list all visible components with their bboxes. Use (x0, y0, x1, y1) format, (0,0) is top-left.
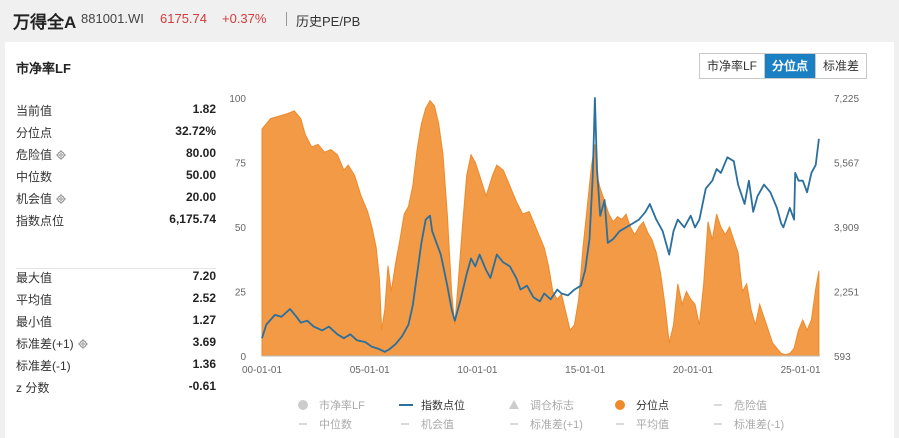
legend-item-label: 中位数 (319, 417, 352, 431)
stat-row: 机会值 20.00 (16, 186, 216, 208)
index-line (261, 97, 820, 353)
stat-value: 1.27 (192, 313, 216, 327)
legend-item-label: 标准差(+1) (530, 417, 583, 431)
legend-item-label: 标准差(-1) (734, 417, 784, 431)
y-left-tick-label: 75 (235, 159, 247, 170)
stat-value: 1.82 (192, 102, 216, 116)
stat-row: z 分数 -0.61 (16, 375, 216, 397)
y-right-tick-label: 593 (834, 352, 851, 363)
legend-item-label: 市净率LF (319, 398, 365, 412)
legend-marker-icon[interactable] (615, 400, 625, 410)
legend-item-label: 指数点位 (421, 398, 465, 412)
settings-gear-icon[interactable] (77, 339, 88, 349)
stat-label: 中位数 (16, 170, 53, 184)
stat-value: 50.00 (185, 168, 216, 182)
settings-gear-icon[interactable] (56, 150, 66, 160)
tab-pb[interactable]: 市净率LF (700, 54, 766, 78)
stat-value: -0.61 (188, 379, 216, 393)
stats-bottom: 最大值 7.20 平均值 2.52 最小值 1.27 标准差(+1) 3.69 标准差(-1) 1… (16, 265, 216, 397)
stat-value: 80.00 (185, 146, 216, 160)
valuation-panel: 市净率LF 市净率LF 分位点 标准差 当前值 1.82 分位点 32.72% 危险值 8… (5, 42, 894, 438)
stat-row: 当前值 1.82 (16, 98, 216, 120)
metric-tabs: 市净率LF 分位点 标准差 (699, 53, 868, 79)
index-header: 万得全A 881001.WI 6175.74 +0.37% 历史PE/PB (0, 0, 899, 40)
stat-label: 危险值 (16, 146, 66, 163)
percentile-area (261, 99, 820, 357)
stat-row: 指数点位 6,175.74 (16, 208, 216, 230)
stat-row: 标准差(-1) 1.36 (16, 353, 216, 375)
stat-row: 中位数 50.00 (16, 164, 216, 186)
valuation-chart: 0 25 50 75 100 593 2,251 3,909 5,567 7,225 00-01-0… (229, 94, 859, 431)
y-left-tick-label: 25 (235, 288, 247, 299)
history-pe-pb-link[interactable]: 历史PE/PB (296, 14, 361, 29)
stat-label: 当前值 (16, 104, 53, 118)
index-price: 6175.74 (160, 11, 207, 26)
x-tick-label: 15-01-01 (565, 365, 605, 376)
stat-row: 最大值 7.20 (16, 265, 216, 287)
tab-percentile[interactable]: 分位点 (765, 54, 817, 78)
y-right-tick-label: 5,567 (834, 159, 859, 170)
x-tick-label: 20-01-01 (673, 365, 713, 376)
x-tick-label: 05-01-01 (350, 365, 390, 376)
stat-value: 20.00 (185, 190, 216, 204)
stat-value: 6,175.74 (169, 212, 216, 226)
header-separator (286, 12, 287, 26)
tab-stddev[interactable]: 标准差 (816, 54, 867, 78)
index-code: 881001.WI (81, 11, 144, 26)
y-left-tick-label: 100 (229, 94, 246, 105)
legend-marker-icon[interactable] (509, 400, 519, 409)
legend-marker-icon[interactable] (298, 400, 308, 410)
stat-label: 标准差(+1) (16, 335, 88, 352)
stat-value: 2.52 (192, 291, 216, 305)
stat-value: 7.20 (192, 269, 216, 283)
index-change: +0.37% (222, 11, 267, 26)
stat-row: 平均值 2.52 (16, 287, 216, 309)
stat-label: 最小值 (16, 315, 53, 329)
y-right-tick-label: 7,225 (834, 94, 859, 105)
legend-item-label: 机会值 (421, 417, 454, 431)
y-left-tick-label: 50 (235, 223, 247, 234)
index-name: 万得全A (13, 13, 77, 32)
stat-label: z 分数 (16, 381, 50, 395)
stat-value: 32.72% (175, 124, 216, 138)
legend-item-label: 分位点 (636, 398, 669, 412)
x-tick-label: 00-01-01 (242, 365, 282, 376)
x-tick-label: 25-01-01 (781, 365, 821, 376)
stat-label: 标准差(-1) (16, 359, 71, 373)
stat-row: 分位点 32.72% (16, 120, 216, 142)
y-right-tick-label: 2,251 (834, 288, 859, 299)
y-right-tick-label: 3,909 (834, 223, 859, 234)
stat-value: 1.36 (192, 357, 216, 371)
stat-label: 最大值 (16, 271, 53, 285)
legend-item-label: 危险值 (734, 398, 767, 412)
stats-top: 当前值 1.82 分位点 32.72% 危险值 80.00 中位数 50.00 机会值 20.00… (16, 98, 216, 230)
x-tick-label: 10-01-01 (457, 365, 497, 376)
stat-label: 分位点 (16, 126, 53, 140)
stat-label: 指数点位 (16, 214, 65, 228)
stat-label: 平均值 (16, 293, 53, 307)
panel-title: 市净率LF (16, 61, 71, 76)
stat-row: 最小值 1.27 (16, 309, 216, 331)
stat-label: 机会值 (16, 190, 66, 207)
stat-row: 标准差(+1) 3.69 (16, 331, 216, 353)
y-left-tick-label: 0 (240, 352, 246, 363)
settings-gear-icon[interactable] (56, 194, 66, 204)
legend-item-label: 平均值 (636, 418, 669, 431)
stat-value: 3.69 (192, 335, 216, 349)
legend-item-label: 调仓标志 (530, 398, 574, 412)
stat-row: 危险值 80.00 (16, 142, 216, 164)
stats-divider (16, 268, 216, 269)
